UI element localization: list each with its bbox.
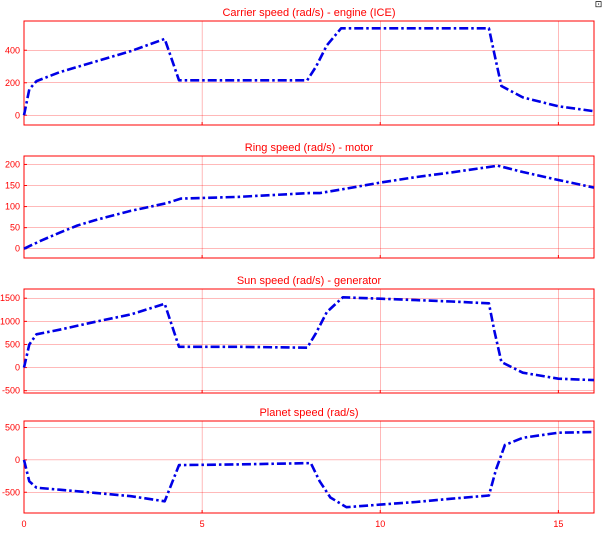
planet-xtick-label: 10 [375, 519, 385, 529]
carrier-series-line [22, 26, 595, 116]
planet-xtick-label: 5 [200, 519, 205, 529]
planet-xtick-label: 15 [553, 519, 563, 529]
sun-ytick-label: 1500 [0, 293, 20, 303]
planet-series-line [22, 430, 595, 509]
carrier-title: Carrier speed (rad/s) - engine (ICE) [222, 7, 395, 19]
carrier-ytick-label: 0 [15, 110, 20, 120]
planet-xtick-label: 0 [21, 519, 26, 529]
ring-ytick-label: 50 [10, 223, 20, 233]
planet-axes-frame [23, 420, 595, 514]
planet-title: Planet speed (rad/s) [259, 407, 358, 419]
ring-title: Ring speed (rad/s) - motor [245, 142, 374, 154]
export-button[interactable]: ⊡ [593, 0, 604, 11]
carrier-ytick-label: 400 [5, 45, 20, 55]
sun-ytick-label: 1000 [0, 316, 20, 326]
ring-ytick-label: 0 [15, 244, 20, 254]
planet-ytick-label: -500 [2, 487, 20, 497]
sun-axes-frame [23, 288, 595, 394]
carrier-axes-frame [23, 20, 595, 126]
ring-ytick-label: 150 [5, 181, 20, 191]
subplot-ring-speed: Ring speed (rad/s) - motor 0 50 100 150 200 [5, 142, 595, 259]
export-icon: ⊡ [594, 0, 603, 10]
carrier-ytick-label: 200 [5, 78, 20, 88]
sun-ytick-label: -500 [2, 386, 20, 396]
subplot-sun-speed: Sun speed (rad/s) - generator -500 0 500 100… [0, 275, 595, 396]
planet-ytick-label: 500 [5, 422, 20, 432]
sun-title: Sun speed (rad/s) - generator [237, 275, 382, 287]
ring-series-line [23, 164, 595, 250]
subplot-planet-speed: Planet speed (rad/s) -500 0 500 0 5 10 15 [2, 407, 595, 529]
sun-ytick-label: 500 [5, 339, 20, 349]
sun-series-line [22, 295, 595, 382]
sun-ytick-label: 0 [15, 363, 20, 373]
ring-axes-frame [23, 155, 595, 259]
planet-ytick-label: 0 [15, 455, 20, 465]
ring-ytick-label: 200 [5, 159, 20, 169]
ring-ytick-label: 100 [5, 202, 20, 212]
subplot-carrier-speed: Carrier speed (rad/s) - engine (ICE) 0 200… [5, 7, 595, 126]
